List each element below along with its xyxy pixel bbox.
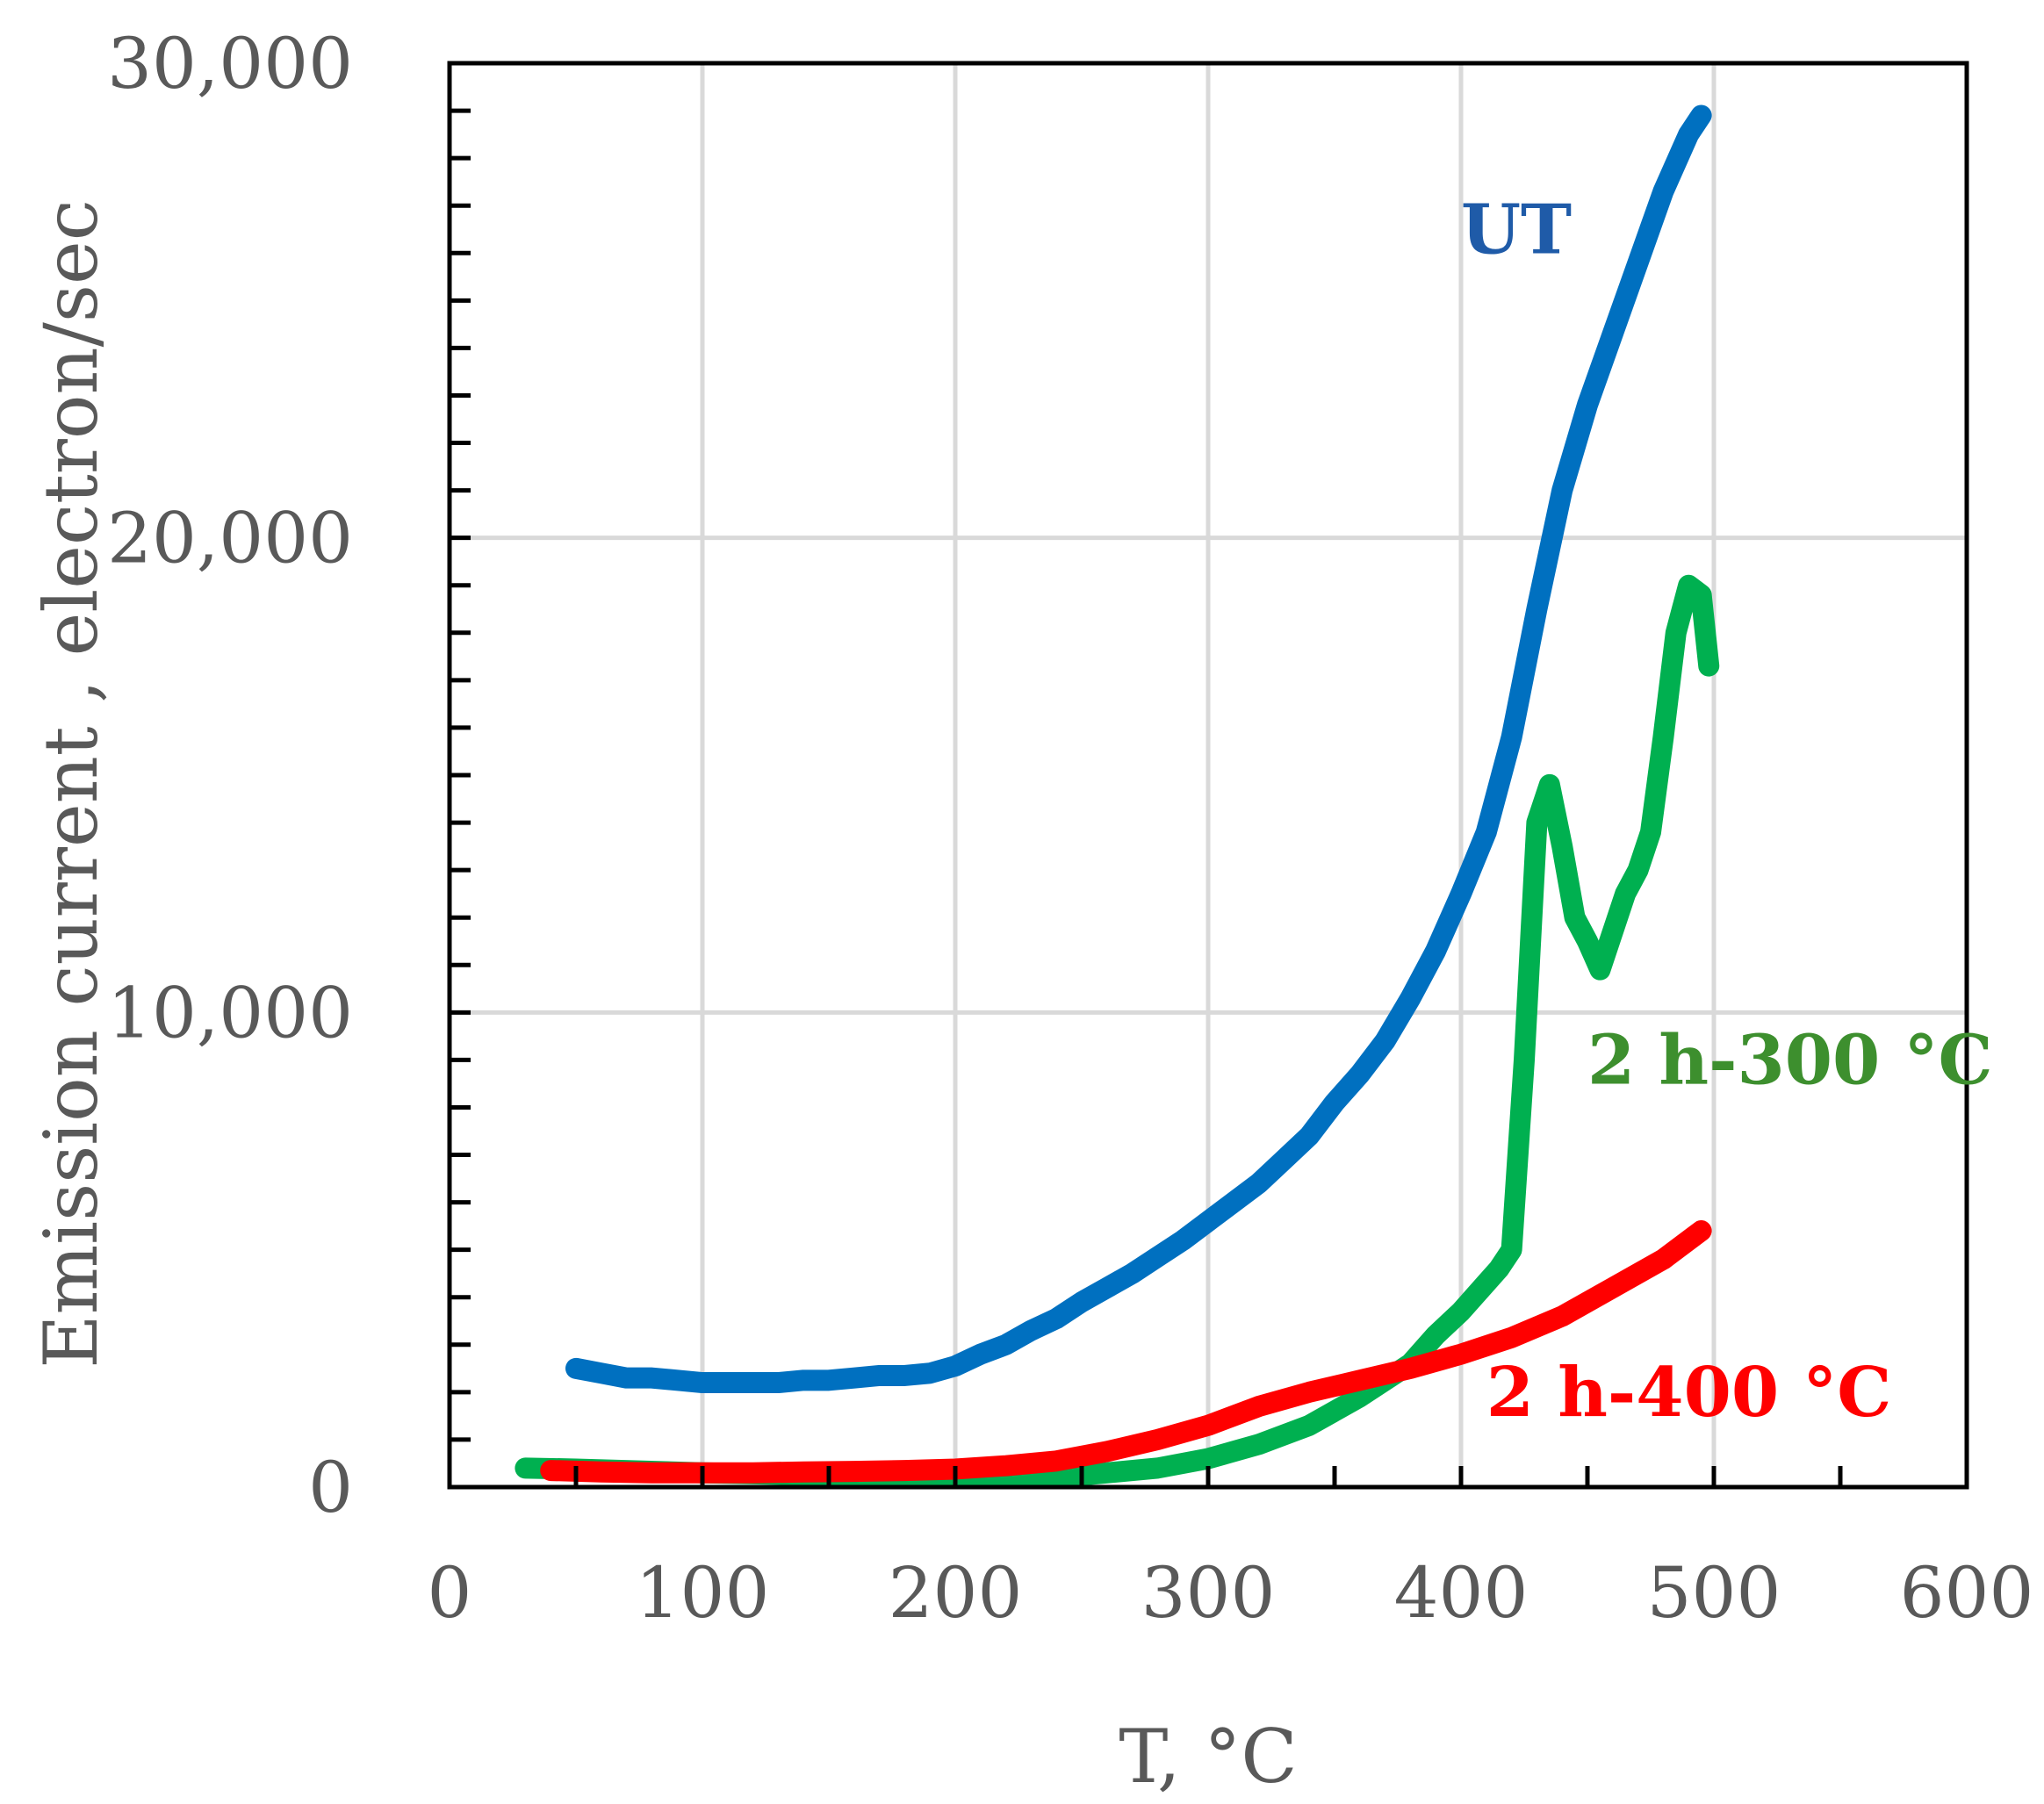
series-label-1: 2 h-300 °C [1587, 1020, 1993, 1100]
series-layer [515, 104, 1720, 1488]
y-axis-title: Emission current , electron/sec [28, 199, 114, 1369]
y-tick-label: 30,000 [107, 23, 353, 104]
x-tick-label: 500 [1647, 1552, 1781, 1634]
x-tick-label: 0 [428, 1552, 472, 1634]
x-tick-label: 600 [1900, 1552, 2034, 1634]
x-tick-label: 100 [636, 1552, 770, 1634]
y-tick-label: 20,000 [107, 498, 353, 579]
x-tick-label: 300 [1141, 1552, 1276, 1634]
series-line-2 [540, 1220, 1712, 1484]
y-tick-label: 0 [308, 1447, 353, 1528]
series-line-1 [515, 574, 1720, 1488]
axes [447, 61, 1969, 1490]
series-line-0 [565, 104, 1712, 1394]
gridlines [450, 63, 1967, 1487]
x-axis-title: T, °C [1119, 1714, 1297, 1800]
y-tick-label: 10,000 [107, 972, 353, 1053]
x-tick-label: 200 [889, 1552, 1023, 1634]
series-label-0: UT [1461, 190, 1572, 270]
labels: T, °C Emission current , electron/sec 0 1… [28, 23, 2033, 1800]
x-tick-label: 400 [1394, 1552, 1529, 1634]
series-label-2: 2 h-400 °C [1486, 1353, 1892, 1433]
